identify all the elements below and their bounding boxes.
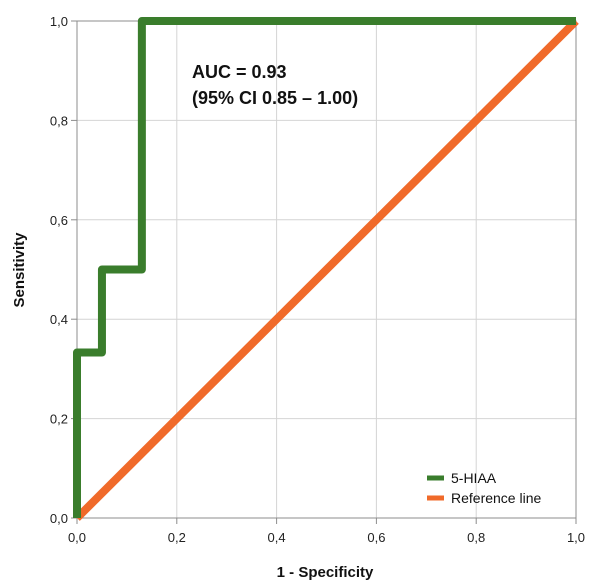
x-tick-label: 0,0 bbox=[68, 530, 86, 545]
auc-annotation: AUC = 0.93 bbox=[192, 62, 287, 82]
x-tick-label: 0,2 bbox=[168, 530, 186, 545]
legend-label: 5-HIAA bbox=[451, 470, 497, 486]
x-axis-title: 1 - Specificity bbox=[277, 564, 374, 580]
y-tick-label: 0,4 bbox=[50, 312, 68, 327]
x-tick-label: 0,8 bbox=[467, 530, 485, 545]
y-tick-label: 0,2 bbox=[50, 412, 68, 427]
y-tick-labels: 0,0 0,2 0,4 0,6 0,8 1,0 bbox=[50, 14, 77, 526]
y-tick-label: 1,0 bbox=[50, 14, 68, 29]
x-tick-label: 1,0 bbox=[567, 530, 585, 545]
y-tick-label: 0,8 bbox=[50, 113, 68, 128]
y-axis-title: Sensitivity bbox=[11, 232, 28, 308]
x-tick-labels: 0,0 0,2 0,4 0,6 0,8 1,0 bbox=[68, 518, 585, 545]
x-tick-label: 0,4 bbox=[268, 530, 286, 545]
series-reference-line-line bbox=[74, 18, 579, 521]
series-layer bbox=[73, 17, 579, 521]
y-tick-label: 0,6 bbox=[50, 213, 68, 228]
legend: 5-HIAA Reference line bbox=[427, 470, 541, 506]
y-tick-label: 0,0 bbox=[50, 511, 68, 526]
ci-annotation: (95% CI 0.85 – 1.00) bbox=[192, 88, 358, 108]
series-5-hiaa-line bbox=[73, 17, 576, 518]
legend-label: Reference line bbox=[451, 490, 541, 506]
x-tick-label: 0,6 bbox=[367, 530, 385, 545]
